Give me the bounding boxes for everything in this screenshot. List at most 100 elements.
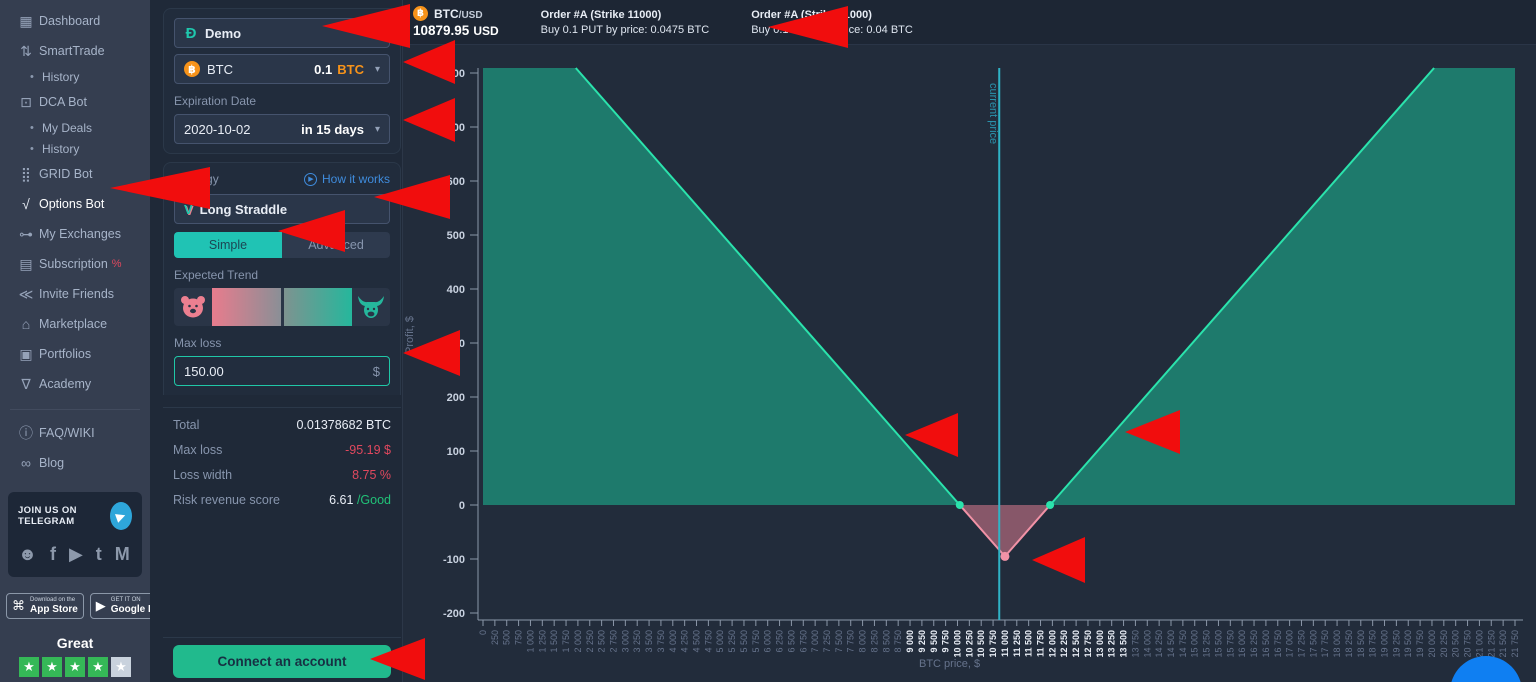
svg-text:2 000: 2 000: [573, 630, 583, 653]
profit-area-left: [483, 68, 960, 505]
max-loss-input[interactable]: [184, 363, 373, 379]
sidebar-item-grid-bot[interactable]: ⣿ GRID Bot: [0, 159, 150, 189]
trustpilot-star: ★: [88, 657, 108, 677]
account-select[interactable]: Đ Demo ▾: [174, 18, 390, 48]
svg-text:20 750: 20 750: [1463, 630, 1473, 658]
sidebar-item-my-deals[interactable]: • My Deals: [30, 120, 93, 135]
orders-row: Order #A (Strike 11000) Buy 0.1 PUT by pr…: [541, 9, 913, 36]
expiration-select[interactable]: 2020-10-02 in 15 days ▾: [174, 114, 390, 144]
smarttrade-icon: ⇅: [20, 42, 32, 59]
svg-text:16 750: 16 750: [1273, 630, 1283, 658]
sidebar-item-my-exchanges[interactable]: ⊶ My Exchanges: [0, 219, 150, 249]
svg-text:500: 500: [502, 630, 512, 645]
expected-trend-control[interactable]: [174, 288, 390, 326]
svg-text:17 500: 17 500: [1308, 630, 1318, 658]
svg-text:6 000: 6 000: [763, 630, 773, 653]
x-axis-title: BTC price, $: [919, 658, 980, 670]
sidebar-item-dashboard[interactable]: ▦ Dashboard: [0, 6, 150, 36]
pair-name: BTC/USD: [434, 6, 483, 21]
play-circle-icon: ▶: [303, 172, 317, 186]
btc-coin-icon: ฿: [184, 61, 200, 77]
asset-unit: BTC: [337, 61, 364, 77]
svg-text:5 250: 5 250: [727, 630, 737, 653]
app-store-line2: App Store: [30, 604, 78, 615]
trustpilot-star: ★: [65, 657, 85, 677]
sidebar-item-portfolios[interactable]: ▣ Portfolios: [0, 339, 150, 369]
svg-text:20 250: 20 250: [1439, 630, 1449, 658]
svg-text:21 500: 21 500: [1498, 630, 1508, 658]
info-icon: ⓘ: [19, 425, 33, 441]
svg-text:11 000: 11 000: [1000, 630, 1010, 657]
svg-text:20 500: 20 500: [1451, 630, 1461, 658]
sidebar-item-smarttrade[interactable]: ⇅ SmartTrade: [0, 36, 150, 66]
paper-trading-icon: Đ: [185, 24, 197, 42]
youtube-icon[interactable]: ▶: [68, 544, 83, 564]
svg-text:12 500: 12 500: [1071, 630, 1081, 658]
grid-bot-icon: ⣿: [20, 165, 32, 182]
svg-text:20 000: 20 000: [1427, 630, 1437, 658]
connect-account-button[interactable]: Connect an account: [173, 645, 391, 678]
svg-text:750: 750: [514, 630, 524, 645]
svg-text:3 250: 3 250: [632, 630, 642, 653]
sidebar-divider: [10, 409, 140, 410]
chevron-down-icon: ▾: [374, 123, 380, 135]
straddle-v-icon: V: [184, 201, 193, 217]
facebook-icon[interactable]: f: [49, 544, 56, 564]
summary-row-max-loss: Max loss -95.19 $: [173, 443, 391, 457]
bull-icon: [352, 288, 390, 326]
svg-text:4 750: 4 750: [703, 630, 713, 653]
svg-text:400: 400: [447, 284, 465, 296]
svg-text:1 250: 1 250: [537, 630, 547, 653]
app-store-badge[interactable]: ⌘ Download on the App Store: [6, 593, 84, 619]
sidebar-item-subscription[interactable]: ▤ Subscription%: [0, 249, 150, 279]
profit-area-right: [1050, 68, 1515, 505]
expiration-relative: in 15 days: [301, 121, 364, 137]
svg-text:200: 200: [447, 392, 465, 404]
bear-icon: [174, 288, 212, 326]
svg-text:9 500: 9 500: [929, 630, 939, 653]
strategy-card: Strategy ▶ How it works V Long Straddle …: [163, 162, 401, 395]
academy-icon: ∇: [21, 375, 31, 392]
tab-simple[interactable]: Simple: [174, 232, 282, 258]
strategy-select[interactable]: V Long Straddle: [174, 194, 390, 224]
sidebar-item-invite-friends[interactable]: ≪ Invite Friends: [0, 279, 150, 309]
telegram-icon[interactable]: ▶: [110, 502, 132, 530]
sidebar-item-history[interactable]: • History: [30, 69, 80, 84]
svg-text:14 750: 14 750: [1178, 630, 1188, 658]
tab-advanced[interactable]: Advanced: [282, 232, 390, 258]
svg-text:21 000: 21 000: [1474, 630, 1484, 658]
svg-text:19 000: 19 000: [1380, 630, 1390, 658]
trustpilot-rating-label: Great: [56, 635, 94, 651]
twitter-icon[interactable]: t: [95, 544, 102, 564]
svg-text:17 750: 17 750: [1320, 630, 1330, 658]
svg-text:14 000: 14 000: [1142, 630, 1152, 658]
mode-toggle: Simple Advanced: [174, 232, 390, 258]
svg-text:6 500: 6 500: [786, 630, 796, 653]
discord-icon[interactable]: ☻: [18, 544, 37, 564]
svg-text:6 250: 6 250: [775, 630, 785, 653]
chevron-down-icon: ▾: [374, 27, 380, 39]
trustpilot-stars: ★ ★ ★ ★ ★: [0, 657, 150, 677]
goggles-icon: ∞: [21, 455, 31, 471]
sidebar-item-history[interactable]: • History: [30, 141, 80, 156]
sidebar-item-academy[interactable]: ∇ Academy: [0, 369, 150, 399]
medium-icon[interactable]: M: [114, 544, 130, 564]
svg-text:10 500: 10 500: [976, 630, 986, 658]
sidebar-item-blog[interactable]: ∞ Blog: [0, 448, 150, 478]
svg-text:15 750: 15 750: [1225, 630, 1235, 658]
svg-text:7 500: 7 500: [834, 630, 844, 653]
sidebar-item-options-bot[interactable]: √ Options Bot: [0, 189, 150, 219]
svg-text:-100: -100: [443, 554, 465, 566]
svg-text:19 500: 19 500: [1403, 630, 1413, 658]
svg-text:5 500: 5 500: [739, 630, 749, 653]
trend-gradient-bullish[interactable]: [283, 288, 352, 326]
svg-text:9 000: 9 000: [905, 630, 915, 653]
sidebar-item-dca-bot[interactable]: ⊡ DCA Bot: [0, 87, 150, 117]
asset-amount: 0.1: [314, 61, 333, 77]
svg-text:10 000: 10 000: [952, 630, 962, 658]
trend-gradient-bearish[interactable]: [212, 288, 281, 326]
how-it-works-link[interactable]: ▶ How it works: [303, 172, 390, 186]
asset-select[interactable]: ฿ BTC 0.1 BTC ▾: [174, 54, 390, 84]
sidebar-item-marketplace[interactable]: ⌂ Marketplace: [0, 309, 150, 339]
sidebar-item-faq-wiki[interactable]: ⓘ FAQ/WIKI: [0, 418, 150, 448]
